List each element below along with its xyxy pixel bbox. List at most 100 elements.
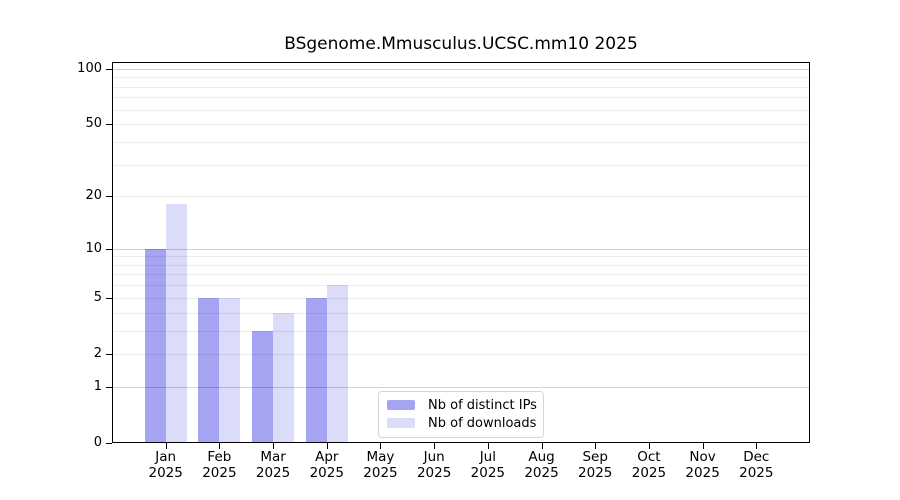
month-label: Oct [637,449,661,465]
y-tick-20 [106,196,112,198]
x-tick-jan [165,443,167,449]
month-label: Apr [315,449,339,465]
x-tick-label-jan: Jan 2025 [138,449,194,481]
legend-swatch-distinct-ips [387,400,415,410]
x-tick-sep [595,443,597,449]
year-label: 2025 [739,465,774,481]
gridline-minor-6 [113,285,809,287]
gridline-major-10 [113,248,809,250]
year-label: 2025 [202,465,237,481]
x-tick-label-sep: Sep 2025 [567,449,623,481]
y-tick-10 [106,248,112,250]
gridline-minor-4 [113,312,809,314]
x-tick-oct [648,443,650,449]
bar-nb-of-downloads-jan [165,204,187,443]
y-tick-100 [106,68,112,70]
bar-nb-of-distinct-ips-jan [144,248,166,443]
y-tick-50 [106,124,112,126]
year-label: 2025 [685,465,720,481]
chart-title: BSgenome.Mmusculus.UCSC.mm10 2025 [284,34,638,54]
legend-label-distinct-ips: Nb of distinct IPs [428,397,537,413]
x-tick-label-may: May 2025 [352,449,408,481]
year-label: 2025 [578,465,613,481]
year-label: 2025 [255,465,291,481]
y-tick-5 [106,297,112,299]
month-label: Dec [743,449,770,465]
bar-nb-of-distinct-ips-mar [252,330,274,443]
x-tick-may [380,443,382,449]
year-label: 2025 [631,465,667,481]
gridline-minor-50 [113,124,809,126]
x-tick-label-feb: Feb 2025 [191,449,247,481]
y-tick-label-5: 5 [93,289,102,305]
legend-item-distinct-ips: Nb of distinct IPs [387,396,537,414]
gridline-minor-9 [113,256,809,258]
legend-swatch-downloads [387,418,415,428]
y-tick-label-1: 1 [93,378,102,394]
gridline-minor-20 [113,196,809,198]
gridline-minor-3 [113,330,809,332]
month-label: Jan [155,449,177,465]
y-tick-1 [106,386,112,388]
x-tick-label-oct: Oct 2025 [621,449,677,481]
month-label: Nov [689,449,716,465]
gridline-minor-40 [113,141,809,143]
x-tick-nov [702,443,704,449]
month-label: Aug [528,449,555,465]
legend: Nb of distinct IPs Nb of downloads [378,391,544,438]
month-label: May [366,449,395,465]
year-label: 2025 [309,465,344,481]
legend-label-downloads: Nb of downloads [428,415,537,431]
bar-nb-of-distinct-ips-apr [305,297,327,443]
x-tick-feb [219,443,221,449]
gridline-minor-90 [113,77,809,79]
year-label: 2025 [524,465,559,481]
x-tick-jul [487,443,489,449]
x-tick-dec [756,443,758,449]
gridline-minor-7 [113,274,809,276]
gridline-minor-80 [113,86,809,88]
x-tick-label-mar: Mar 2025 [245,449,301,481]
x-tick-apr [326,443,328,449]
bar-nb-of-distinct-ips-feb [198,297,220,443]
gridline-minor-60 [113,109,809,111]
x-tick-jun [434,443,436,449]
year-label: 2025 [470,465,506,481]
x-tick-label-jul: Jul 2025 [460,449,516,481]
x-tick-label-dec: Dec 2025 [728,449,784,481]
legend-item-downloads: Nb of downloads [387,414,537,432]
month-label: Feb [207,449,232,465]
month-label: Mar [260,449,286,465]
bar-nb-of-downloads-mar [273,312,295,443]
y-tick-label-0: 0 [93,435,102,450]
y-tick-label-50: 50 [85,116,102,132]
gridline-major-100 [113,68,809,70]
gridline-minor-5 [113,297,809,299]
y-tick-2 [106,353,112,355]
bar-nb-of-downloads-apr [326,285,348,443]
gridline-minor-30 [113,164,809,166]
y-tick-label-20: 20 [85,188,102,204]
x-tick-label-apr: Apr 2025 [299,449,355,481]
gridline-minor-8 [113,264,809,266]
year-label: 2025 [416,465,452,481]
month-label: Jun [423,449,445,465]
month-label: Jul [479,449,496,465]
x-tick-label-nov: Nov 2025 [675,449,731,481]
y-tick-label-2: 2 [93,345,102,361]
year-label: 2025 [363,465,398,481]
year-label: 2025 [148,465,183,481]
y-tick-label-10: 10 [85,240,102,256]
gridline-minor-70 [113,97,809,99]
x-tick-label-jun: Jun 2025 [406,449,462,481]
x-tick-aug [541,443,543,449]
month-label: Sep [582,449,608,465]
gridline-major-1 [113,386,809,388]
x-tick-mar [273,443,275,449]
bar-nb-of-downloads-feb [219,297,241,443]
y-tick-0 [106,443,112,444]
gridline-minor-2 [113,353,809,355]
x-tick-label-aug: Aug 2025 [514,449,570,481]
